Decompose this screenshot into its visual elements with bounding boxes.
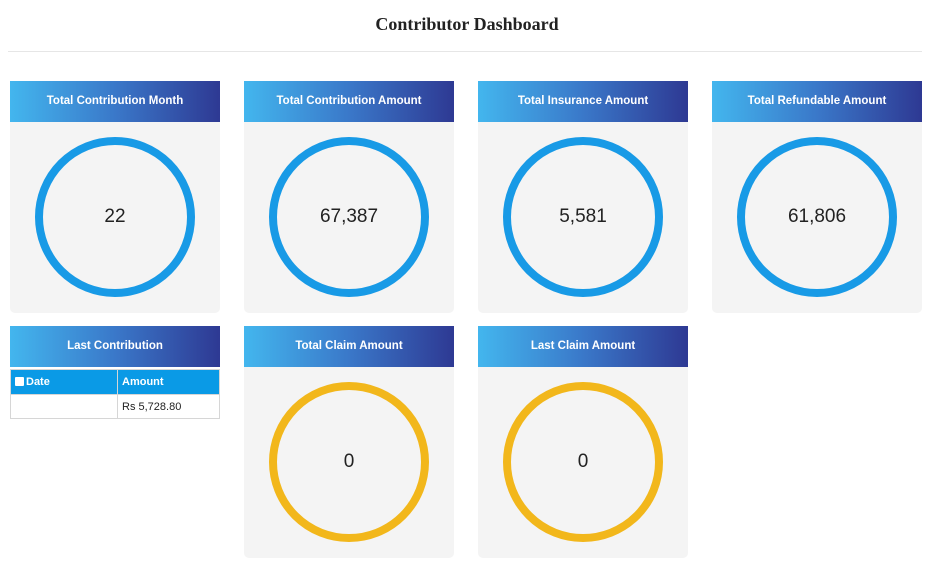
contribution-table: Date Amount Rs 5,728.80 xyxy=(10,369,220,419)
card-title: Total Contribution Amount xyxy=(244,81,454,122)
card-value: 0 xyxy=(503,382,663,542)
last-contribution: Last Contribution Date Amount Rs 5,728.8… xyxy=(10,326,220,419)
card-value: 5,581 xyxy=(503,137,663,297)
card-value: 0 xyxy=(269,382,429,542)
stat-card: Total Contribution Amount 67,387 xyxy=(244,81,454,313)
table-header: Date Amount xyxy=(10,369,220,395)
column-label: Date xyxy=(26,376,50,388)
table-row: Rs 5,728.80 xyxy=(10,394,220,419)
card-title: Total Claim Amount xyxy=(244,326,454,367)
amount-cell: Rs 5,728.80 xyxy=(117,394,220,419)
column-header: Amount xyxy=(117,369,220,395)
card-title: Last Contribution xyxy=(10,326,220,367)
card-title: Last Claim Amount xyxy=(478,326,688,367)
divider xyxy=(8,51,922,52)
stat-card: Last Claim Amount 0 xyxy=(478,326,688,558)
page-title: Contributor Dashboard xyxy=(375,14,559,34)
stat-card: Total Contribution Month 22 xyxy=(10,81,220,313)
date-cell xyxy=(10,394,118,419)
card-title: Total Refundable Amount xyxy=(712,81,922,122)
card-title: Total Insurance Amount xyxy=(478,81,688,122)
column-header: Date xyxy=(10,369,118,395)
card-value: 61,806 xyxy=(737,137,897,297)
card-value: 67,387 xyxy=(269,137,429,297)
card-value: 22 xyxy=(35,137,195,297)
stat-card: Total Refundable Amount 61,806 xyxy=(712,81,922,313)
stat-card: Total Claim Amount 0 xyxy=(244,326,454,558)
card-title: Total Contribution Month xyxy=(10,81,220,122)
calendar-icon xyxy=(15,377,24,386)
stat-card: Total Insurance Amount 5,581 xyxy=(478,81,688,313)
